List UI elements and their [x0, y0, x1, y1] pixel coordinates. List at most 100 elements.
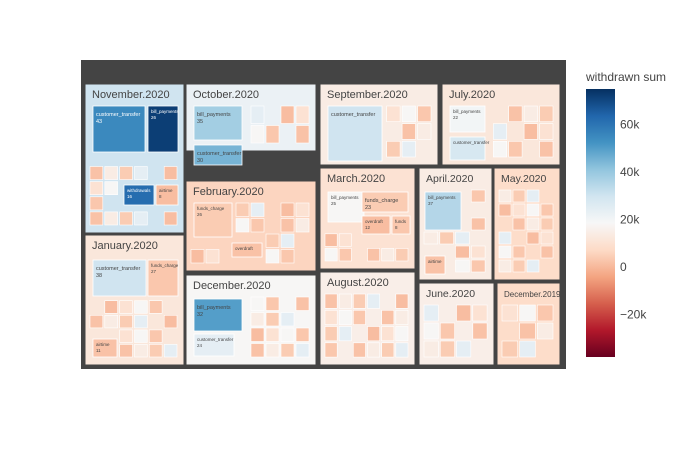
- treemap-filler-tile[interactable]: [134, 166, 148, 180]
- treemap-filler-tile[interactable]: [250, 218, 265, 233]
- treemap-filler-tile[interactable]: [367, 326, 380, 342]
- treemap-filler-tile[interactable]: [324, 326, 338, 342]
- category-tile[interactable]: [193, 202, 233, 238]
- treemap-filler-tile[interactable]: [523, 123, 538, 140]
- treemap-filler-tile[interactable]: [352, 309, 366, 325]
- treemap-filler-tile[interactable]: [89, 166, 104, 180]
- treemap-filler-tile[interactable]: [423, 231, 439, 245]
- treemap-filler-tile[interactable]: [104, 211, 118, 226]
- treemap-filler-tile[interactable]: [401, 141, 416, 158]
- treemap-filler-tile[interactable]: [512, 245, 526, 259]
- treemap-filler-tile[interactable]: [455, 245, 470, 259]
- category-tile[interactable]: [123, 184, 155, 206]
- category-tile[interactable]: [193, 105, 243, 141]
- treemap-filler-tile[interactable]: [338, 293, 352, 309]
- treemap-filler-tile[interactable]: [280, 249, 295, 264]
- category-tile[interactable]: [231, 242, 263, 258]
- category-tile[interactable]: [424, 191, 462, 231]
- treemap-filler-tile[interactable]: [498, 231, 512, 245]
- treemap-filler-tile[interactable]: [395, 309, 409, 325]
- treemap-filler-tile[interactable]: [501, 340, 518, 358]
- treemap-filler-tile[interactable]: [119, 211, 133, 226]
- treemap-filler-tile[interactable]: [163, 166, 178, 180]
- treemap-filler-tile[interactable]: [163, 344, 178, 358]
- treemap-filler-tile[interactable]: [472, 322, 488, 340]
- treemap-filler-tile[interactable]: [104, 300, 118, 314]
- treemap-filler-tile[interactable]: [439, 322, 455, 340]
- treemap-filler-tile[interactable]: [250, 125, 265, 144]
- month-group[interactable]: June.2020: [418, 282, 495, 366]
- treemap-filler-tile[interactable]: [324, 309, 338, 325]
- treemap-filler-tile[interactable]: [508, 141, 523, 158]
- category-tile[interactable]: [193, 298, 243, 332]
- treemap-filler-tile[interactable]: [119, 329, 133, 343]
- treemap-filler-tile[interactable]: [104, 314, 118, 329]
- category-tile[interactable]: [193, 144, 243, 166]
- treemap-filler-tile[interactable]: [498, 259, 512, 273]
- treemap-filler-tile[interactable]: [119, 166, 133, 180]
- treemap-filler-tile[interactable]: [250, 312, 265, 327]
- category-tile[interactable]: [449, 105, 486, 133]
- treemap-filler-tile[interactable]: [540, 245, 554, 259]
- category-tile[interactable]: [449, 136, 486, 161]
- treemap-filler-tile[interactable]: [134, 314, 148, 329]
- treemap-filler-tile[interactable]: [526, 217, 540, 231]
- treemap-filler-tile[interactable]: [250, 105, 265, 124]
- treemap-filler-tile[interactable]: [501, 304, 518, 322]
- treemap-filler-tile[interactable]: [470, 189, 486, 203]
- treemap-filler-tile[interactable]: [265, 233, 280, 248]
- category-tile[interactable]: [193, 333, 235, 357]
- category-tile[interactable]: [92, 338, 118, 358]
- treemap-filler-tile[interactable]: [134, 300, 148, 314]
- category-tile[interactable]: [147, 105, 179, 153]
- treemap-filler-tile[interactable]: [540, 203, 554, 217]
- treemap-filler-tile[interactable]: [280, 218, 295, 233]
- category-tile[interactable]: [92, 105, 146, 153]
- treemap-filler-tile[interactable]: [508, 105, 523, 122]
- treemap-filler-tile[interactable]: [190, 249, 205, 264]
- treemap-filler-tile[interactable]: [536, 304, 554, 322]
- treemap-filler-tile[interactable]: [295, 296, 310, 311]
- treemap-filler-tile[interactable]: [381, 248, 395, 262]
- treemap-filler-tile[interactable]: [295, 218, 310, 233]
- treemap-filler-tile[interactable]: [526, 203, 540, 217]
- treemap-filler-tile[interactable]: [395, 248, 409, 262]
- treemap-filler-tile[interactable]: [512, 203, 526, 217]
- category-tile[interactable]: [361, 191, 409, 213]
- treemap-filler-tile[interactable]: [280, 202, 295, 217]
- treemap-filler-tile[interactable]: [512, 189, 526, 203]
- treemap-filler-tile[interactable]: [539, 141, 554, 158]
- treemap-filler-tile[interactable]: [338, 248, 352, 262]
- category-tile[interactable]: [155, 184, 179, 206]
- treemap-filler-tile[interactable]: [324, 342, 338, 358]
- treemap-filler-tile[interactable]: [526, 189, 540, 203]
- treemap-filler-tile[interactable]: [381, 309, 395, 325]
- treemap-filler-tile[interactable]: [498, 189, 512, 203]
- treemap-filler-tile[interactable]: [423, 340, 439, 358]
- treemap-filler-tile[interactable]: [89, 211, 104, 226]
- treemap-filler-tile[interactable]: [423, 304, 439, 322]
- treemap-filler-tile[interactable]: [104, 181, 118, 196]
- category-tile[interactable]: [361, 215, 391, 235]
- treemap-filler-tile[interactable]: [439, 231, 454, 245]
- treemap-filler-tile[interactable]: [149, 329, 163, 343]
- treemap-filler-tile[interactable]: [104, 166, 118, 180]
- treemap-filler-tile[interactable]: [417, 123, 432, 140]
- treemap-filler-tile[interactable]: [280, 343, 295, 358]
- treemap-filler-tile[interactable]: [470, 217, 486, 231]
- treemap-filler-tile[interactable]: [455, 259, 470, 273]
- treemap-filler-tile[interactable]: [417, 105, 432, 122]
- treemap-filler-tile[interactable]: [512, 259, 526, 273]
- treemap-filler-tile[interactable]: [265, 312, 280, 327]
- treemap-filler-tile[interactable]: [280, 327, 295, 342]
- treemap-filler-tile[interactable]: [295, 105, 310, 124]
- treemap-filler-tile[interactable]: [265, 296, 280, 311]
- treemap-filler-tile[interactable]: [498, 245, 512, 259]
- treemap-filler-tile[interactable]: [395, 342, 409, 358]
- treemap-filler-tile[interactable]: [134, 344, 148, 358]
